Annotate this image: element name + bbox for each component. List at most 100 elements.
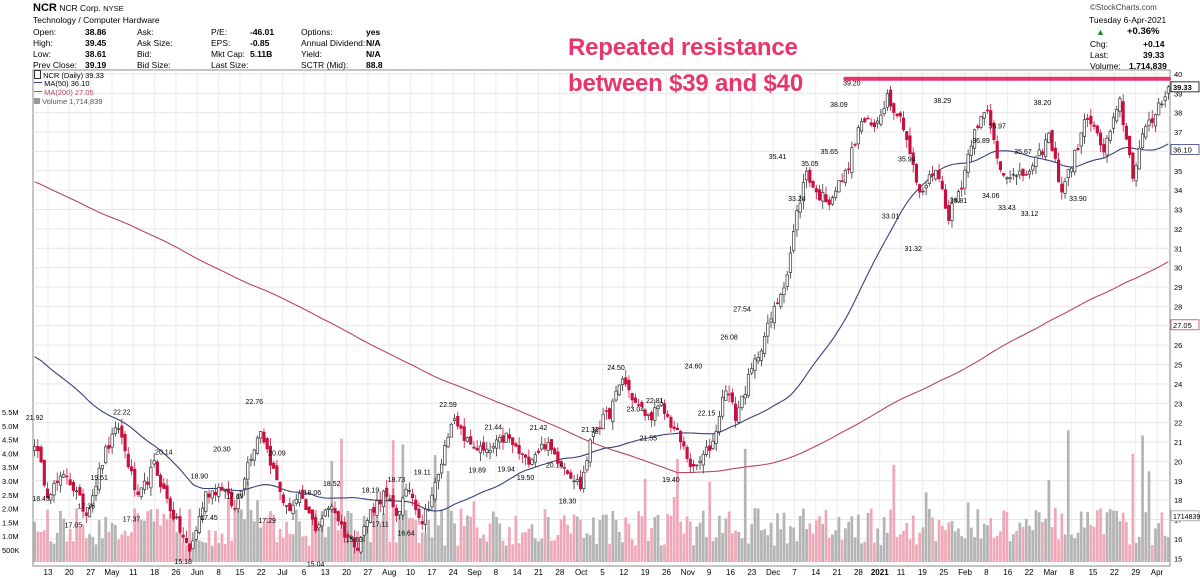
volume-bar (621, 542, 624, 562)
volume-bar (898, 534, 902, 562)
x-tick-label: 19 (918, 568, 927, 577)
volume-bar (385, 495, 389, 562)
x-tick-label: 27 (86, 568, 95, 577)
x-tick-label: 15 (235, 568, 244, 577)
price-label: 20.14 (155, 450, 173, 457)
candle-body (1044, 139, 1048, 157)
stat-label: SCTR (Mid): (301, 60, 349, 70)
volume-bar (398, 516, 401, 562)
volume-bar (107, 531, 111, 562)
volume-bar (869, 508, 873, 562)
x-tick-label: 29 (1131, 568, 1140, 577)
x-tick-label: 28 (854, 568, 863, 577)
candle-body (1021, 168, 1025, 177)
candle-body (1086, 117, 1090, 120)
candle-body (230, 491, 234, 507)
volume-bar (608, 543, 611, 562)
x-tick-label: 26 (172, 568, 181, 577)
price-label: 15.63 (346, 537, 364, 544)
volume-bar (508, 527, 511, 562)
candle-body (866, 117, 870, 120)
volume-tag-label: 1714839 (1173, 514, 1200, 521)
volume-bar (730, 533, 734, 562)
volume-tick-label: 500K (2, 546, 20, 555)
candle-body (349, 535, 353, 539)
volume-bar (1047, 480, 1051, 562)
candle-body (788, 252, 793, 274)
candle-body (956, 191, 961, 203)
x-tick-label: 25 (939, 568, 948, 577)
candle-body (1144, 125, 1148, 138)
volume-bar (1037, 512, 1041, 562)
candle-body (223, 490, 227, 492)
x-tick-label: 13 (321, 568, 330, 577)
candle-body (598, 427, 602, 430)
volume-bar (853, 537, 857, 562)
volume-bar (750, 524, 754, 562)
volume-bar (831, 534, 834, 562)
volume-bar (585, 533, 589, 562)
price-label: 26.08 (720, 335, 738, 342)
annotation-line-2: between $39 and $40 (568, 70, 803, 97)
volume-bar (685, 516, 689, 562)
volume-bar (989, 518, 993, 562)
candle-body (201, 507, 205, 520)
x-tick-label: Feb (958, 568, 972, 577)
x-tick-label: 21 (534, 568, 543, 577)
candle-body (262, 431, 266, 443)
stat-value: N/A (366, 49, 381, 59)
candle-body (1002, 172, 1006, 176)
candle-body (178, 516, 182, 533)
volume-bar (433, 455, 437, 562)
candle-body (491, 446, 495, 449)
volume-bar (501, 540, 505, 562)
candle-body (107, 445, 111, 449)
volume-bar (472, 501, 476, 562)
volume-bar (1073, 538, 1077, 562)
price-label: 19.51 (90, 475, 108, 482)
candle-body (905, 131, 909, 140)
price-label: 19.50 (517, 475, 535, 482)
candle-body (1040, 151, 1044, 155)
candle-body (504, 432, 508, 443)
volume-bar (934, 541, 938, 562)
candle-body (514, 443, 518, 447)
volume-bar (466, 515, 469, 562)
volume-bar (1105, 512, 1109, 562)
volume-bar (656, 514, 660, 562)
volume-bar (437, 525, 440, 562)
price-label: 35.67 (1014, 149, 1032, 156)
volume-bar (462, 525, 466, 562)
price-tag-label: 36.10 (1173, 145, 1192, 154)
x-tick-label: 8 (1069, 568, 1074, 577)
candle-body (824, 194, 828, 203)
volume-bar (172, 513, 175, 562)
x-tick-label: 14 (513, 568, 522, 577)
volume-bar (1144, 512, 1148, 562)
volume-bar (1125, 522, 1128, 562)
y-tick-label: 32 (1174, 225, 1182, 234)
volume-bar (882, 517, 886, 562)
candle-body (1063, 181, 1067, 194)
candle-body (714, 431, 718, 444)
candle-body (895, 113, 899, 117)
candle-body (666, 414, 670, 417)
volume-bar (976, 509, 980, 562)
volume-bar (663, 544, 666, 562)
price-tag (1170, 144, 1200, 155)
stat-value: yes (366, 27, 381, 37)
volume-bar (863, 541, 867, 562)
x-tick-label: 28 (555, 568, 564, 577)
candle-body (646, 413, 650, 416)
price-label: 24.60 (685, 363, 703, 370)
candle-body (1060, 183, 1064, 193)
candle-body (443, 445, 447, 466)
candle-body (973, 129, 977, 149)
candle-body (559, 460, 563, 467)
volume-bar (191, 542, 195, 562)
candle-body (969, 145, 973, 156)
volume-tick-label: 2.0M (2, 505, 19, 514)
candle-body (662, 403, 667, 414)
stat-label: Last Size: (211, 60, 249, 70)
